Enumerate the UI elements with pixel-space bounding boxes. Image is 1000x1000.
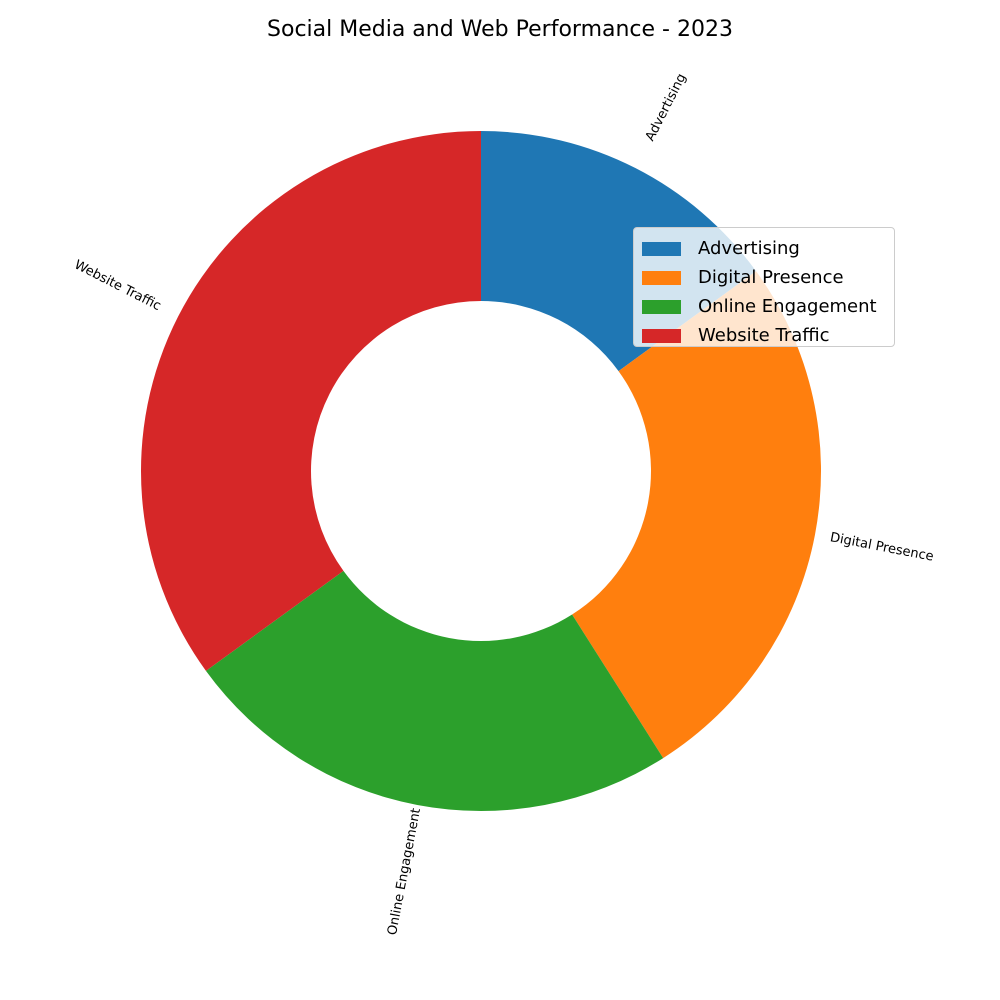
slice-label-digital-presence: Digital Presence [829, 530, 935, 564]
legend-label: Digital Presence [698, 267, 844, 288]
legend-item-website-traffic: Website Traffic [642, 321, 886, 350]
legend-label: Online Engagement [698, 296, 877, 317]
legend-label: Advertising [698, 238, 800, 259]
legend-swatch [642, 328, 681, 343]
slice-label-advertising: Advertising [643, 71, 690, 143]
chart-title: Social Media and Web Performance - 2023 [267, 17, 733, 42]
legend-label: Website Traffic [698, 325, 830, 346]
legend-item-advertising: Advertising [642, 234, 886, 263]
legend-swatch [642, 270, 681, 285]
slice-label-website-traffic: Website Traffic [72, 258, 163, 315]
donut-slices [140, 131, 821, 812]
legend-item-online-engagement: Online Engagement [642, 292, 886, 321]
legend-swatch [642, 241, 681, 256]
slice-website-traffic [140, 131, 481, 671]
slice-digital-presence [572, 271, 821, 759]
legend-swatch [642, 299, 681, 314]
slice-label-online-engagement: Online Engagement [385, 807, 424, 937]
chart-legend: Advertising Digital Presence Online Enga… [633, 227, 895, 347]
slice-online-engagement [205, 570, 664, 812]
legend-item-digital-presence: Digital Presence [642, 263, 886, 292]
